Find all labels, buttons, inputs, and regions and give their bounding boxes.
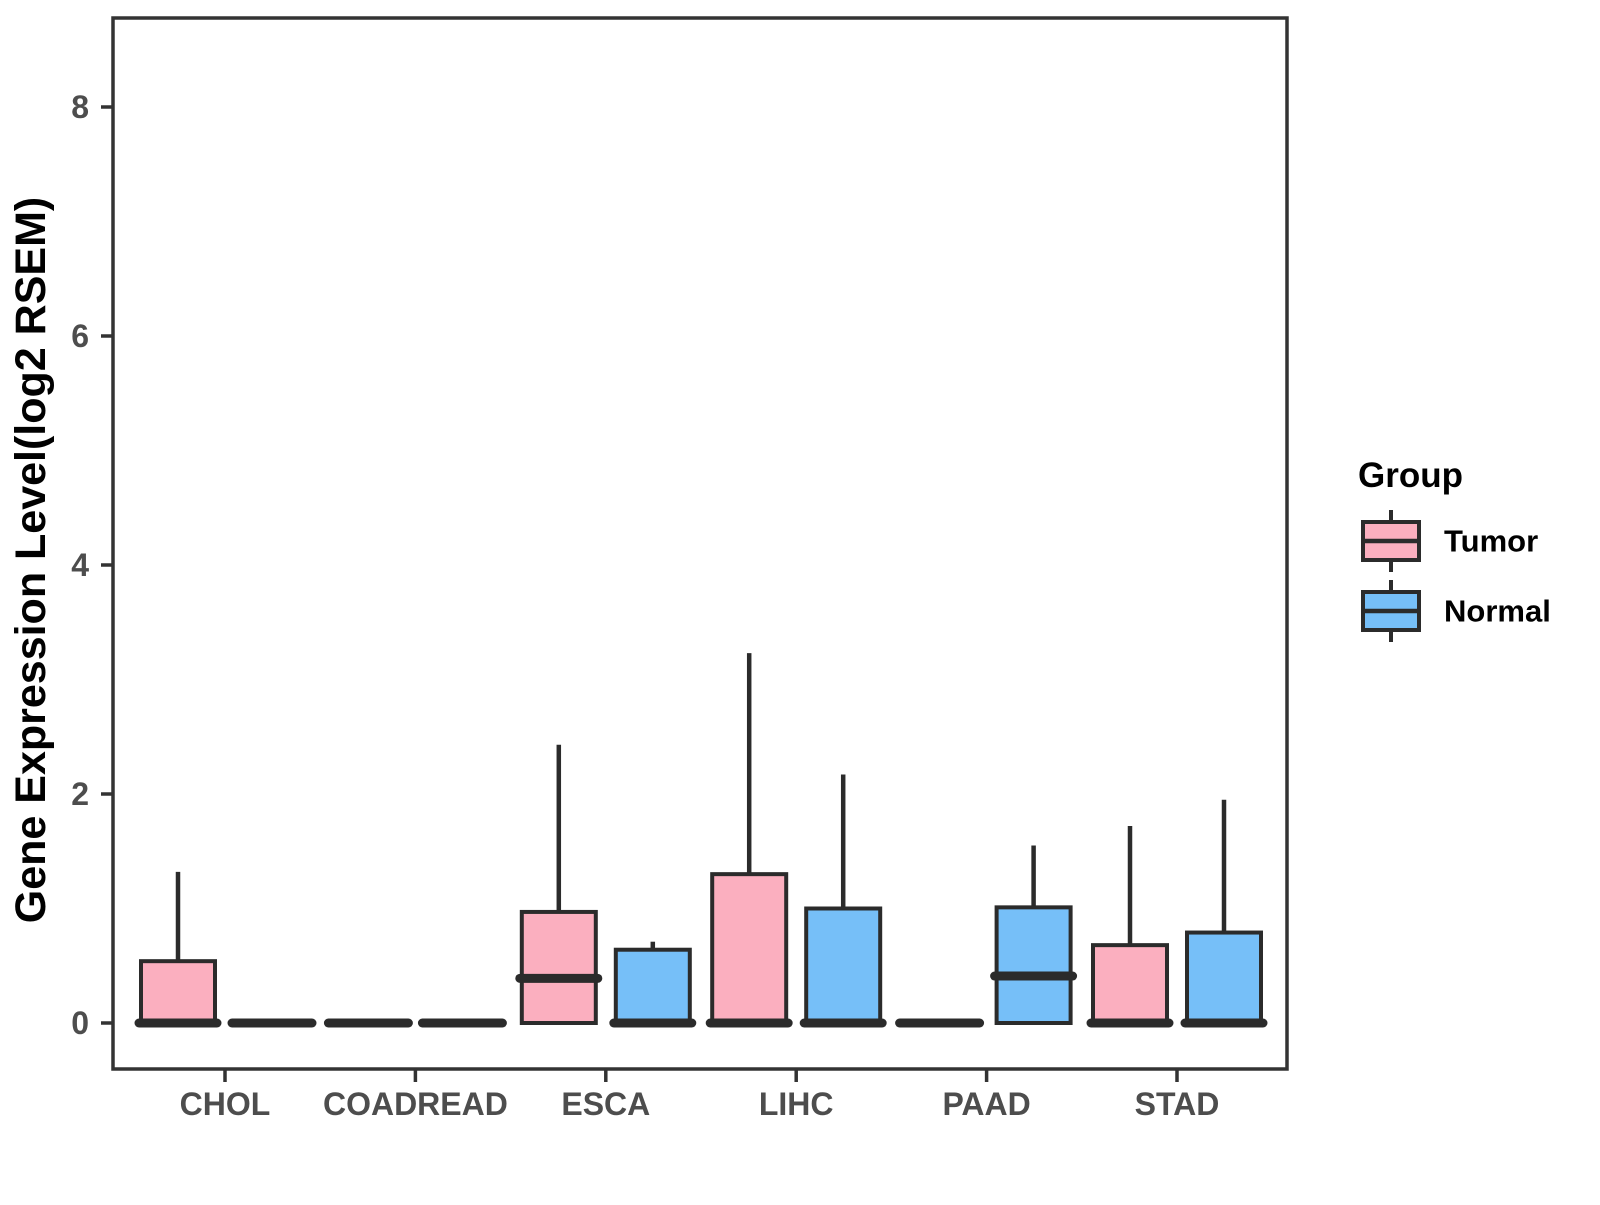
x-axis-label-LIHC: LIHC (759, 1086, 834, 1122)
box-Tumor-CHOL (139, 959, 217, 1025)
legend-label-tumor: Tumor (1444, 524, 1538, 559)
box-Normal-STAD (1185, 930, 1263, 1025)
x-axis-label-STAD: STAD (1135, 1086, 1220, 1122)
x-axis-label-ESCA: ESCA (561, 1086, 650, 1122)
box-Normal-PAAD (994, 905, 1073, 1025)
box-Normal-ESCA (613, 947, 692, 1025)
y-axis-tick-label-0: 0 (71, 1005, 89, 1041)
plot-panel (111, 16, 1289, 1071)
y-axis-tick-label-2: 2 (71, 776, 89, 812)
x-axis-label-PAAD: PAAD (942, 1086, 1030, 1122)
y-axis-tick-label-8: 8 (71, 89, 89, 125)
box-Normal-LIHC (804, 906, 883, 1025)
legend: Group Tumor Normal (1358, 456, 1551, 642)
x-axis-label-CHOL: CHOL (180, 1086, 271, 1122)
x-axis-label-COADREAD: COADREAD (323, 1086, 508, 1122)
y-axis-title: Gene Expression Level(log2 RSEM) (7, 197, 55, 923)
panel-border (111, 16, 1289, 1071)
box-Tumor-ESCA (519, 909, 598, 1025)
box-Tumor-LIHC (710, 872, 789, 1026)
y-axis-tick-label-4: 4 (71, 547, 89, 583)
boxplot-series (134, 653, 1268, 1028)
box-Tumor-STAD (1091, 943, 1169, 1026)
legend-title: Group (1358, 456, 1463, 495)
axes: 0 2 4 6 8 CHOL COADREAD ESCA LIHC PAAD STAD (71, 89, 1219, 1122)
legend-label-normal: Normal (1444, 594, 1551, 629)
y-axis-tick-label-6: 6 (71, 318, 89, 354)
